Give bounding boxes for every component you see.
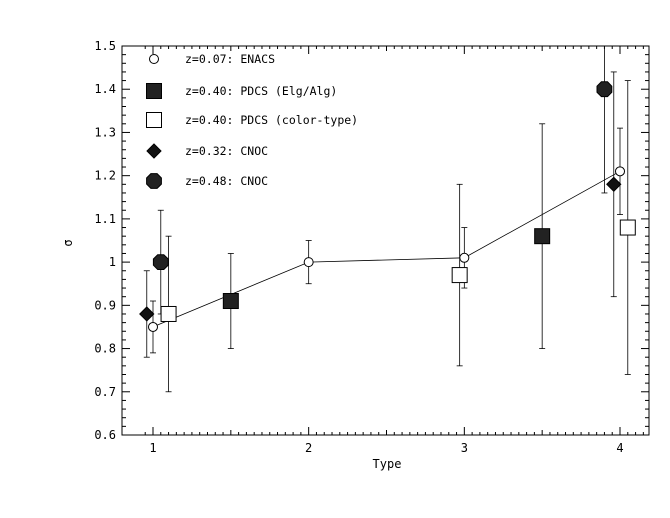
plot-frame [121, 45, 650, 436]
data-point [459, 252, 470, 263]
legend-label: z=0.40: PDCS (Elg/Alg) [185, 84, 337, 98]
data-point [148, 321, 158, 332]
legend: z=0.07: ENACS z=0.40: PDCS (Elg/Alg) z=0.4… [146, 52, 358, 189]
x-tick-label: 4 [616, 441, 623, 455]
data-point [451, 267, 468, 284]
data-point [160, 305, 177, 322]
y-tick-label: 1.5 [94, 39, 116, 53]
legend-label: z=0.48: CNOC [185, 174, 268, 188]
x-tick-label: 3 [461, 441, 468, 455]
data-point [619, 219, 636, 236]
legend-marker [149, 54, 159, 64]
legend-label: z=0.07: ENACS [185, 52, 275, 66]
x-axis-label: Type [373, 457, 402, 471]
data-point [606, 176, 622, 193]
y-tick-label: 0.9 [94, 298, 116, 312]
y-tick-label: 0.6 [94, 428, 116, 442]
data-point [152, 254, 169, 270]
x-tick-label: 1 [149, 441, 156, 455]
y-tick-label: 1.3 [94, 125, 116, 139]
legend-marker [146, 173, 162, 189]
y-tick-label: 0.7 [94, 385, 116, 399]
data-point [222, 293, 239, 310]
data-markers [139, 81, 636, 332]
y-tick-label: 1.1 [94, 212, 116, 226]
data-point [615, 166, 625, 177]
x-tick-label: 2 [305, 441, 312, 455]
legend-label: z=0.32: CNOC [185, 144, 268, 158]
legend-marker [146, 112, 162, 128]
legend-marker [146, 143, 162, 159]
data-point [303, 257, 314, 268]
axes: 0.6 0.7 0.8 0.9 1 1.1 1.2 1.3 1.4 1.5 1 2 3 4 [94, 39, 649, 455]
legend-marker [146, 83, 162, 99]
y-tick-label: 1.4 [94, 82, 116, 96]
y-tick-label: 1.2 [94, 169, 116, 183]
y-axis-label: σ [61, 239, 75, 246]
data-point [139, 306, 155, 322]
legend-label: z=0.40: PDCS (color-type) [185, 113, 358, 127]
y-tick-label: 1 [109, 255, 116, 269]
data-point [534, 228, 551, 245]
data-point [596, 81, 613, 98]
y-tick-label: 0.8 [94, 342, 116, 356]
